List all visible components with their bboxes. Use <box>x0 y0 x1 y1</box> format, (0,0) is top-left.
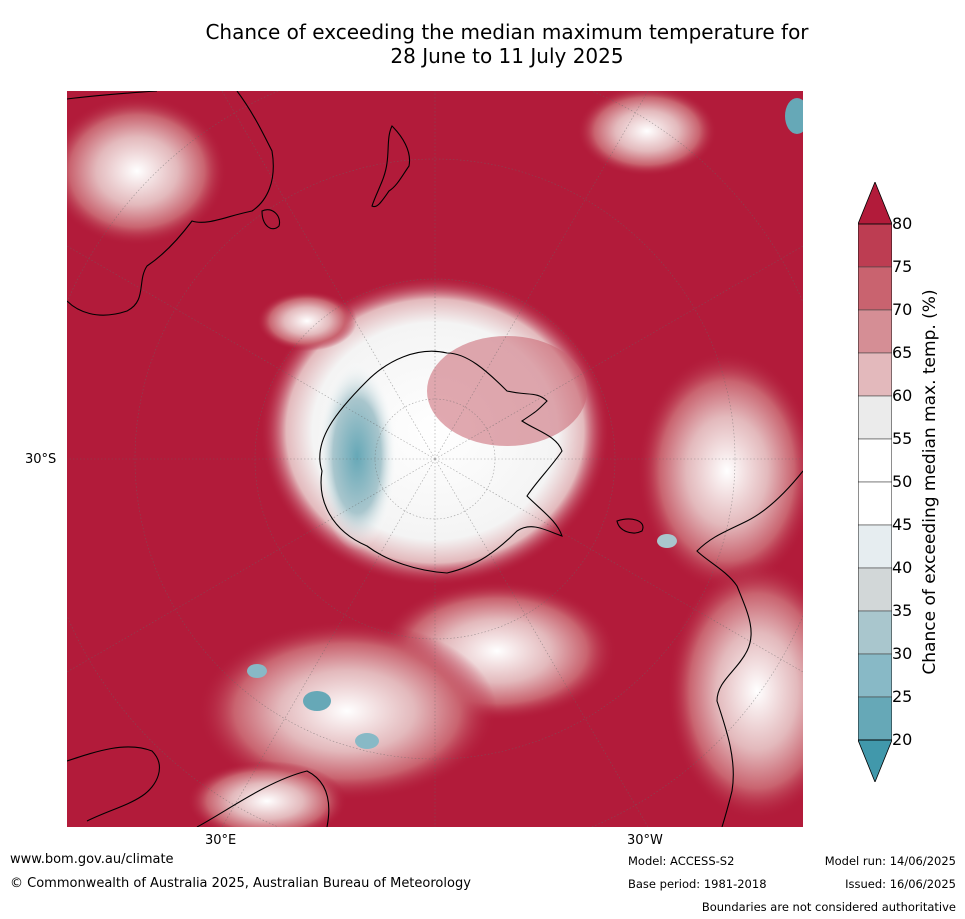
coastlines <box>67 91 803 827</box>
colorbar-bin <box>857 567 893 612</box>
colorbar-graphic <box>857 180 893 784</box>
title-line-2: 28 June to 11 July 2025 <box>390 44 624 68</box>
colorbar-bin <box>857 438 893 483</box>
colorbar-tick-label: 65 <box>892 343 913 362</box>
colorbar: 80 75 70 65 60 55 50 45 40 35 30 25 20 <box>857 180 958 784</box>
colorbar-bin <box>857 395 893 440</box>
cool-spot-1 <box>303 691 331 711</box>
coast-africa <box>67 746 330 827</box>
cool-spot-2 <box>355 733 379 749</box>
colorbar-tick-label: 50 <box>892 472 913 491</box>
coast-south-america <box>696 470 803 827</box>
colorbar-bin <box>857 309 893 354</box>
latitude-label-30s: 30°S <box>25 452 57 467</box>
website-link[interactable]: www.bom.gov.au/climate <box>10 852 174 867</box>
colorbar-tick-label: 80 <box>892 214 913 233</box>
region-south-america <box>667 561 803 821</box>
colorbar-bin <box>857 352 893 397</box>
colorbar-tick-label: 55 <box>892 429 913 448</box>
cool-spot-4 <box>657 534 677 548</box>
model-run-date: Model run: 14/06/2025 <box>824 854 956 868</box>
colorbar-tick-label: 25 <box>892 687 913 706</box>
cool-spot-5 <box>785 98 803 134</box>
colorbar-tick-label: 20 <box>892 730 913 749</box>
graticule <box>67 91 803 827</box>
map-canvas <box>67 91 803 827</box>
region-tasman <box>257 291 357 351</box>
issued-date: Issued: 16/06/2025 <box>845 877 956 891</box>
colorbar-tick-label: 70 <box>892 300 913 319</box>
colorbar-bin <box>857 266 893 311</box>
antarctic-cool-band <box>317 361 397 551</box>
boundaries-disclaimer: Boundaries are not considered authoritat… <box>701 900 956 914</box>
region-africa-south <box>187 761 347 827</box>
colorbar-bin <box>857 610 893 655</box>
coast-australia <box>67 91 274 316</box>
map-title: Chance of exceeding the median maximum t… <box>67 20 947 68</box>
colorbar-tick-label: 35 <box>892 601 913 620</box>
title-line-1: Chance of exceeding the median maximum t… <box>205 20 809 44</box>
colorbar-tick-label: 60 <box>892 386 913 405</box>
copyright-notice: © Commonwealth of Australia 2025, Austra… <box>10 876 471 891</box>
colorbar-bin <box>857 223 893 268</box>
model-name: Model: ACCESS-S2 <box>628 854 735 868</box>
colorbar-extend-high <box>857 180 893 225</box>
colorbar-bin <box>857 696 893 741</box>
longitude-label-30e: 30°E <box>205 833 237 848</box>
cool-spot-3 <box>247 664 267 678</box>
colorbar-bin <box>857 653 893 698</box>
base-period: Base period: 1981-2018 <box>628 877 767 891</box>
colorbar-tick-label: 45 <box>892 515 913 534</box>
colorbar-tick-label: 75 <box>892 257 913 276</box>
region-australia-west <box>67 96 227 246</box>
colorbar-extend-low <box>857 739 893 784</box>
longitude-label-30w: 30°W <box>627 833 663 848</box>
colorbar-title: Chance of exceeding median max. temp. (%… <box>920 289 940 675</box>
coast-new-zealand <box>371 125 411 208</box>
coast-tasmania <box>261 209 281 230</box>
coast-falklands <box>616 518 644 534</box>
coast-antarctica <box>319 350 563 574</box>
colorbar-bin <box>857 481 893 526</box>
colorbar-bin <box>857 524 893 569</box>
colorbar-tick-label: 30 <box>892 644 913 663</box>
region-south-indian <box>197 621 497 801</box>
probability-map <box>67 91 803 827</box>
region-atlantic-west <box>637 351 803 591</box>
colorbar-tick-label: 40 <box>892 558 913 577</box>
region-pacific-north <box>577 91 717 176</box>
